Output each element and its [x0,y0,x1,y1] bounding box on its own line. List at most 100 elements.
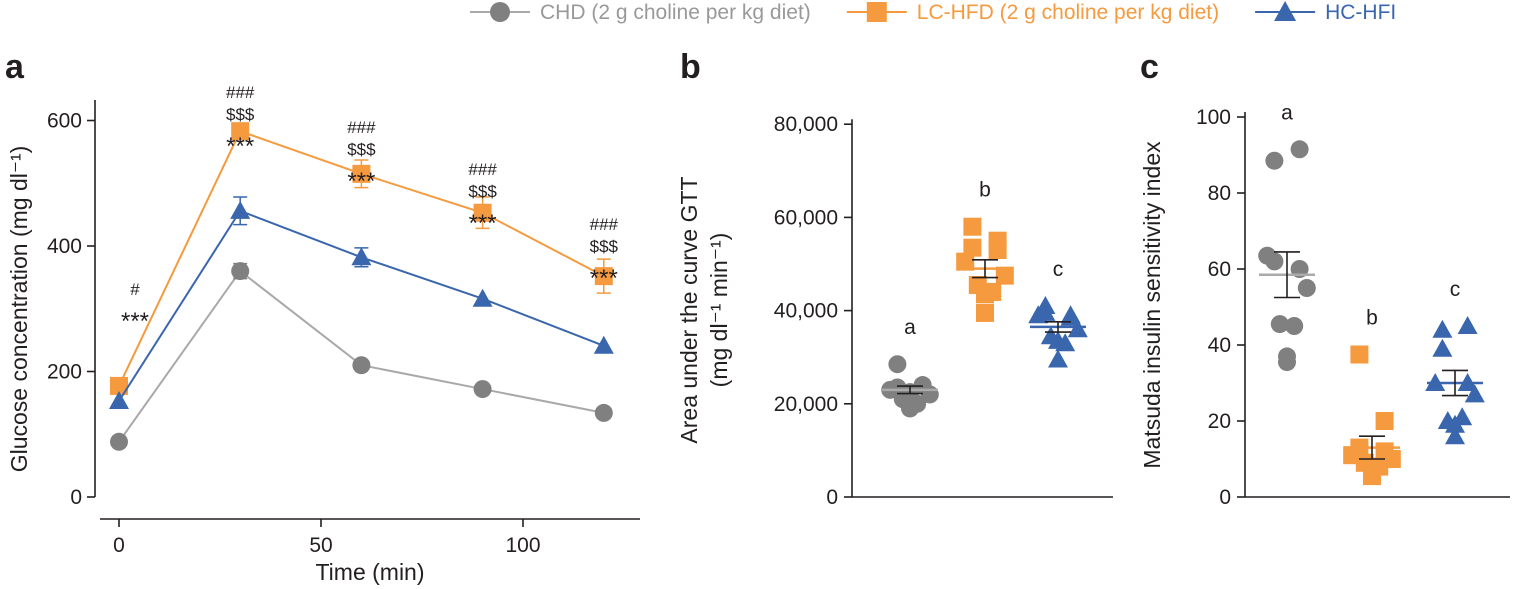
sem-error-bar [1359,435,1385,460]
legend-label: HC-HFI [1325,1,1396,24]
data-point-LC-HFD [1375,412,1394,430]
data-point-CHD [1278,353,1296,372]
data-point-LC-HFD [1363,467,1381,486]
panel-label-a: a [5,48,25,86]
data-point-CHD [231,262,250,281]
y-axis-label: Glucose concentration (mg dl⁻¹) [6,146,32,473]
significance-annotation: ### [226,83,255,102]
y-tick-label: 40,000 [774,300,838,323]
significance-annotation: ### [468,160,497,179]
data-point-LC-HFD [956,252,975,271]
sem-error-bar [1442,369,1468,397]
y-tick-label: 400 [47,235,82,258]
data-point-HC-HFD [351,247,372,266]
significance-annotation: $$$ [226,105,255,124]
legend-circle-marker [490,2,510,22]
data-point-LC-HFD [976,285,994,304]
significance-annotation: *** [347,168,375,195]
data-point-HC-HFD [1048,330,1068,349]
sem-error-bar [1274,251,1300,299]
data-point-LC-HFD [110,376,128,395]
y-axis-label: Area under the curve GTT [676,176,702,443]
data-point-LC-HFD [473,203,492,222]
x-tick-label: 0 [113,534,125,557]
data-point-LC-HFD [963,217,982,236]
data-point-HC-HFD [1048,349,1068,368]
data-point-LC-HFD [1350,345,1369,364]
data-point-CHD [594,403,613,422]
y-tick-label: 100 [1196,106,1231,129]
y-tick-label: 600 [47,110,82,133]
data-point-CHD [1265,151,1284,170]
y-tick-label: 200 [47,361,82,384]
y-tick-label: 20,000 [774,393,838,416]
data-point-CHD [901,399,919,418]
data-point-LC-HFD [963,238,982,257]
data-point-LC-HFD [352,164,371,183]
data-point-HC-HFD [1432,338,1453,357]
y-axis-label: Matsuda insulin sensitivity index [1139,141,1165,469]
data-point-LC-HFD [995,266,1014,285]
data-point-LC-HFD [231,122,250,141]
group-letter: b [979,179,991,202]
significance-annotation: $$$ [468,182,497,201]
significance-annotation: *** [226,133,254,160]
y-tick-label: 60,000 [774,206,838,229]
group-letter: c [1053,258,1064,281]
data-point-HC-HFD [1432,319,1453,338]
sem-error-bar [972,259,998,279]
group-letter: c [1450,278,1461,301]
y-tick-label: 0 [1219,486,1231,509]
data-point-CHD [1290,140,1309,159]
group-letter: a [904,316,916,339]
panel-label-b: b [680,48,701,86]
data-point-HC-HFD [230,200,251,219]
legend-label: LC-HFD (2 g choline per kg diet) [917,1,1219,24]
significance-annotation: *** [590,265,618,292]
data-point-CHD [352,356,371,375]
data-point-CHD [1297,279,1316,297]
data-point-HC-HFD [1464,384,1485,403]
data-point-CHD [1258,246,1277,265]
group-letter: a [1281,101,1293,124]
panel-label-c: c [1140,48,1159,86]
data-point-CHD [110,432,128,451]
data-point-LC-HFD [594,267,613,286]
y-tick-label: 60 [1208,258,1231,281]
legend-square-marker [866,2,887,22]
x-tick-label: 100 [505,534,540,557]
y-tick-label: 0 [826,486,838,509]
y-tick-label: 0 [70,486,82,509]
sem-error-bar [897,385,923,395]
data-point-HC-HFD [1028,305,1049,324]
data-point-HC-HFD [1445,414,1465,433]
data-point-CHD [1270,315,1289,334]
x-tick-label: 50 [309,534,332,557]
y-tick-label: 20 [1208,410,1231,433]
y-tick-label: 40 [1208,334,1231,357]
significance-annotation: # [130,280,140,299]
significance-annotation: ### [347,118,376,137]
data-point-HC-HFD [109,390,129,409]
significance-annotation: *** [469,210,497,237]
legend-triangle-marker [1274,1,1297,21]
data-point-HC-HFD [593,335,614,354]
significance-annotation: $$$ [347,140,376,159]
data-point-HC-HFD [1067,319,1088,338]
x-axis-label: Time (min) [315,559,424,585]
y-axis-label-units: (mg dl⁻¹ min⁻¹) [706,233,732,388]
sem-error-bar [1045,320,1071,333]
y-tick-label: 80,000 [774,113,838,136]
data-point-CHD [473,380,492,399]
significance-annotation: $$$ [590,237,619,256]
y-tick-label: 80 [1208,182,1231,205]
data-point-HC-HFD [1457,316,1478,334]
data-point-LC-HFD [988,241,1007,260]
data-point-CHD [1285,317,1304,335]
data-point-HC-HFD [472,288,493,307]
significance-annotation: *** [121,308,149,335]
legend-label: CHD (2 g choline per kg diet) [540,1,811,24]
data-point-HC-HFD [1445,426,1465,445]
data-point-LC-HFD [976,303,994,322]
